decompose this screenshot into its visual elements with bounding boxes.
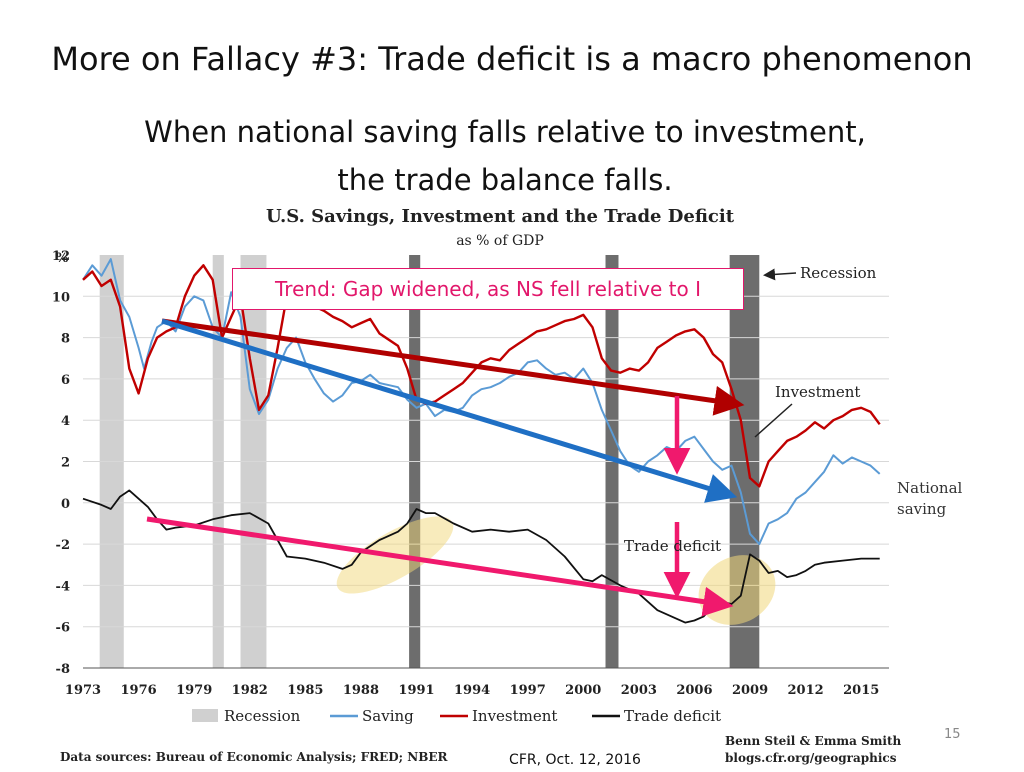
legend-label-1: Saving xyxy=(362,707,414,725)
chart-svg: U.S. Savings, Investment and the Trade D… xyxy=(52,206,889,725)
subtitle-line-2: the trade balance falls. xyxy=(337,163,673,197)
gridlines xyxy=(83,295,889,669)
trade-trend-arrow xyxy=(146,516,734,617)
legend-label-3: Trade deficit xyxy=(624,707,721,725)
trend-arrows xyxy=(146,318,745,617)
y-tick--8: -8 xyxy=(56,662,70,677)
x-tick-2009: 2009 xyxy=(732,683,768,698)
x-tick-2006: 2006 xyxy=(676,683,712,698)
national-saving-label: National saving xyxy=(897,478,962,520)
chart-title: U.S. Savings, Investment and the Trade D… xyxy=(266,206,735,227)
investment-label: Investment xyxy=(775,383,860,401)
x-tick-1991: 1991 xyxy=(398,683,434,698)
y-tick-4: 4 xyxy=(61,414,70,429)
page-number: 15 xyxy=(944,727,961,742)
chart-legend: Recession Saving Investment Trade deficit xyxy=(192,707,721,725)
x-tick-1982: 1982 xyxy=(232,683,268,698)
slide-footer: CFR, Oct. 12, 2016 xyxy=(509,752,641,768)
y-tick-12: 12 xyxy=(52,249,70,264)
chart-subtitle: as % of GDP xyxy=(456,233,544,249)
investment-trend-arrow xyxy=(161,318,745,416)
legend-swatch-0 xyxy=(192,709,218,722)
y-tick--2: -2 xyxy=(56,538,70,553)
slide-title: More on Fallacy #3: Trade deficit is a m… xyxy=(51,40,973,78)
x-tick-2000: 2000 xyxy=(565,683,601,698)
investment-pointer xyxy=(754,403,793,438)
legend-label-2: Investment xyxy=(472,707,557,725)
trend-note-box: Trend: Gap widened, as NS fell relative … xyxy=(232,268,744,310)
trade-deficit-label: Trade deficit xyxy=(624,537,721,555)
y-tick--6: -6 xyxy=(56,621,70,636)
y-tick-0: 0 xyxy=(61,497,70,512)
slide-subtitle: When national saving falls relative to i… xyxy=(0,108,1010,204)
y-tick-2: 2 xyxy=(61,456,70,471)
y-tick-6: 6 xyxy=(61,373,70,388)
subtitle-line-1: When national saving falls relative to i… xyxy=(144,115,866,149)
chart-annotations: Recession Investment Trade deficit xyxy=(624,264,877,555)
y-axis: %12 10 8 6 4 2 0 -2 -4 -6 -8 xyxy=(52,249,70,677)
recession-pointer xyxy=(763,268,797,281)
y-tick-8: 8 xyxy=(61,332,70,347)
x-tick-2003: 2003 xyxy=(621,683,657,698)
highlight-ellipse-2008 xyxy=(698,555,776,625)
national-saving-label-line-2: saving xyxy=(897,500,947,518)
chart-area: U.S. Savings, Investment and the Trade D… xyxy=(0,195,1024,768)
x-tick-1988: 1988 xyxy=(343,683,379,698)
x-tick-1994: 1994 xyxy=(454,683,490,698)
data-sources: Data sources: Bureau of Economic Analysi… xyxy=(60,750,448,764)
x-tick-1976: 1976 xyxy=(120,683,156,698)
highlight-ellipses xyxy=(336,516,776,625)
y-axis-unit: % xyxy=(56,251,69,266)
chart-header: U.S. Savings, Investment and the Trade D… xyxy=(266,206,735,249)
x-tick-2015: 2015 xyxy=(843,683,879,698)
credit-authors: Benn Steil & Emma Smith xyxy=(725,734,902,748)
x-tick-1979: 1979 xyxy=(176,683,212,698)
y-tick--4: -4 xyxy=(56,579,70,594)
x-tick-1985: 1985 xyxy=(287,683,323,698)
x-tick-2012: 2012 xyxy=(788,683,824,698)
chart-credit: Benn Steil & Emma Smith blogs.cfr.org/ge… xyxy=(725,733,901,767)
series-line-investment xyxy=(82,264,881,488)
series-line-saving xyxy=(82,258,881,546)
recession-label: Recession xyxy=(800,264,877,282)
legend-label-0: Recession xyxy=(224,707,301,725)
x-tick-1997: 1997 xyxy=(510,683,546,698)
saving-trend-arrow xyxy=(161,318,738,503)
credit-url: blogs.cfr.org/geographics xyxy=(725,751,897,765)
national-saving-label-line-1: National xyxy=(897,479,963,497)
y-tick-10: 10 xyxy=(52,290,70,305)
x-tick-1973: 1973 xyxy=(65,683,101,698)
x-axis: 1973 1976 1979 1982 1985 1988 1991 1994 1997 2000… xyxy=(65,683,879,698)
